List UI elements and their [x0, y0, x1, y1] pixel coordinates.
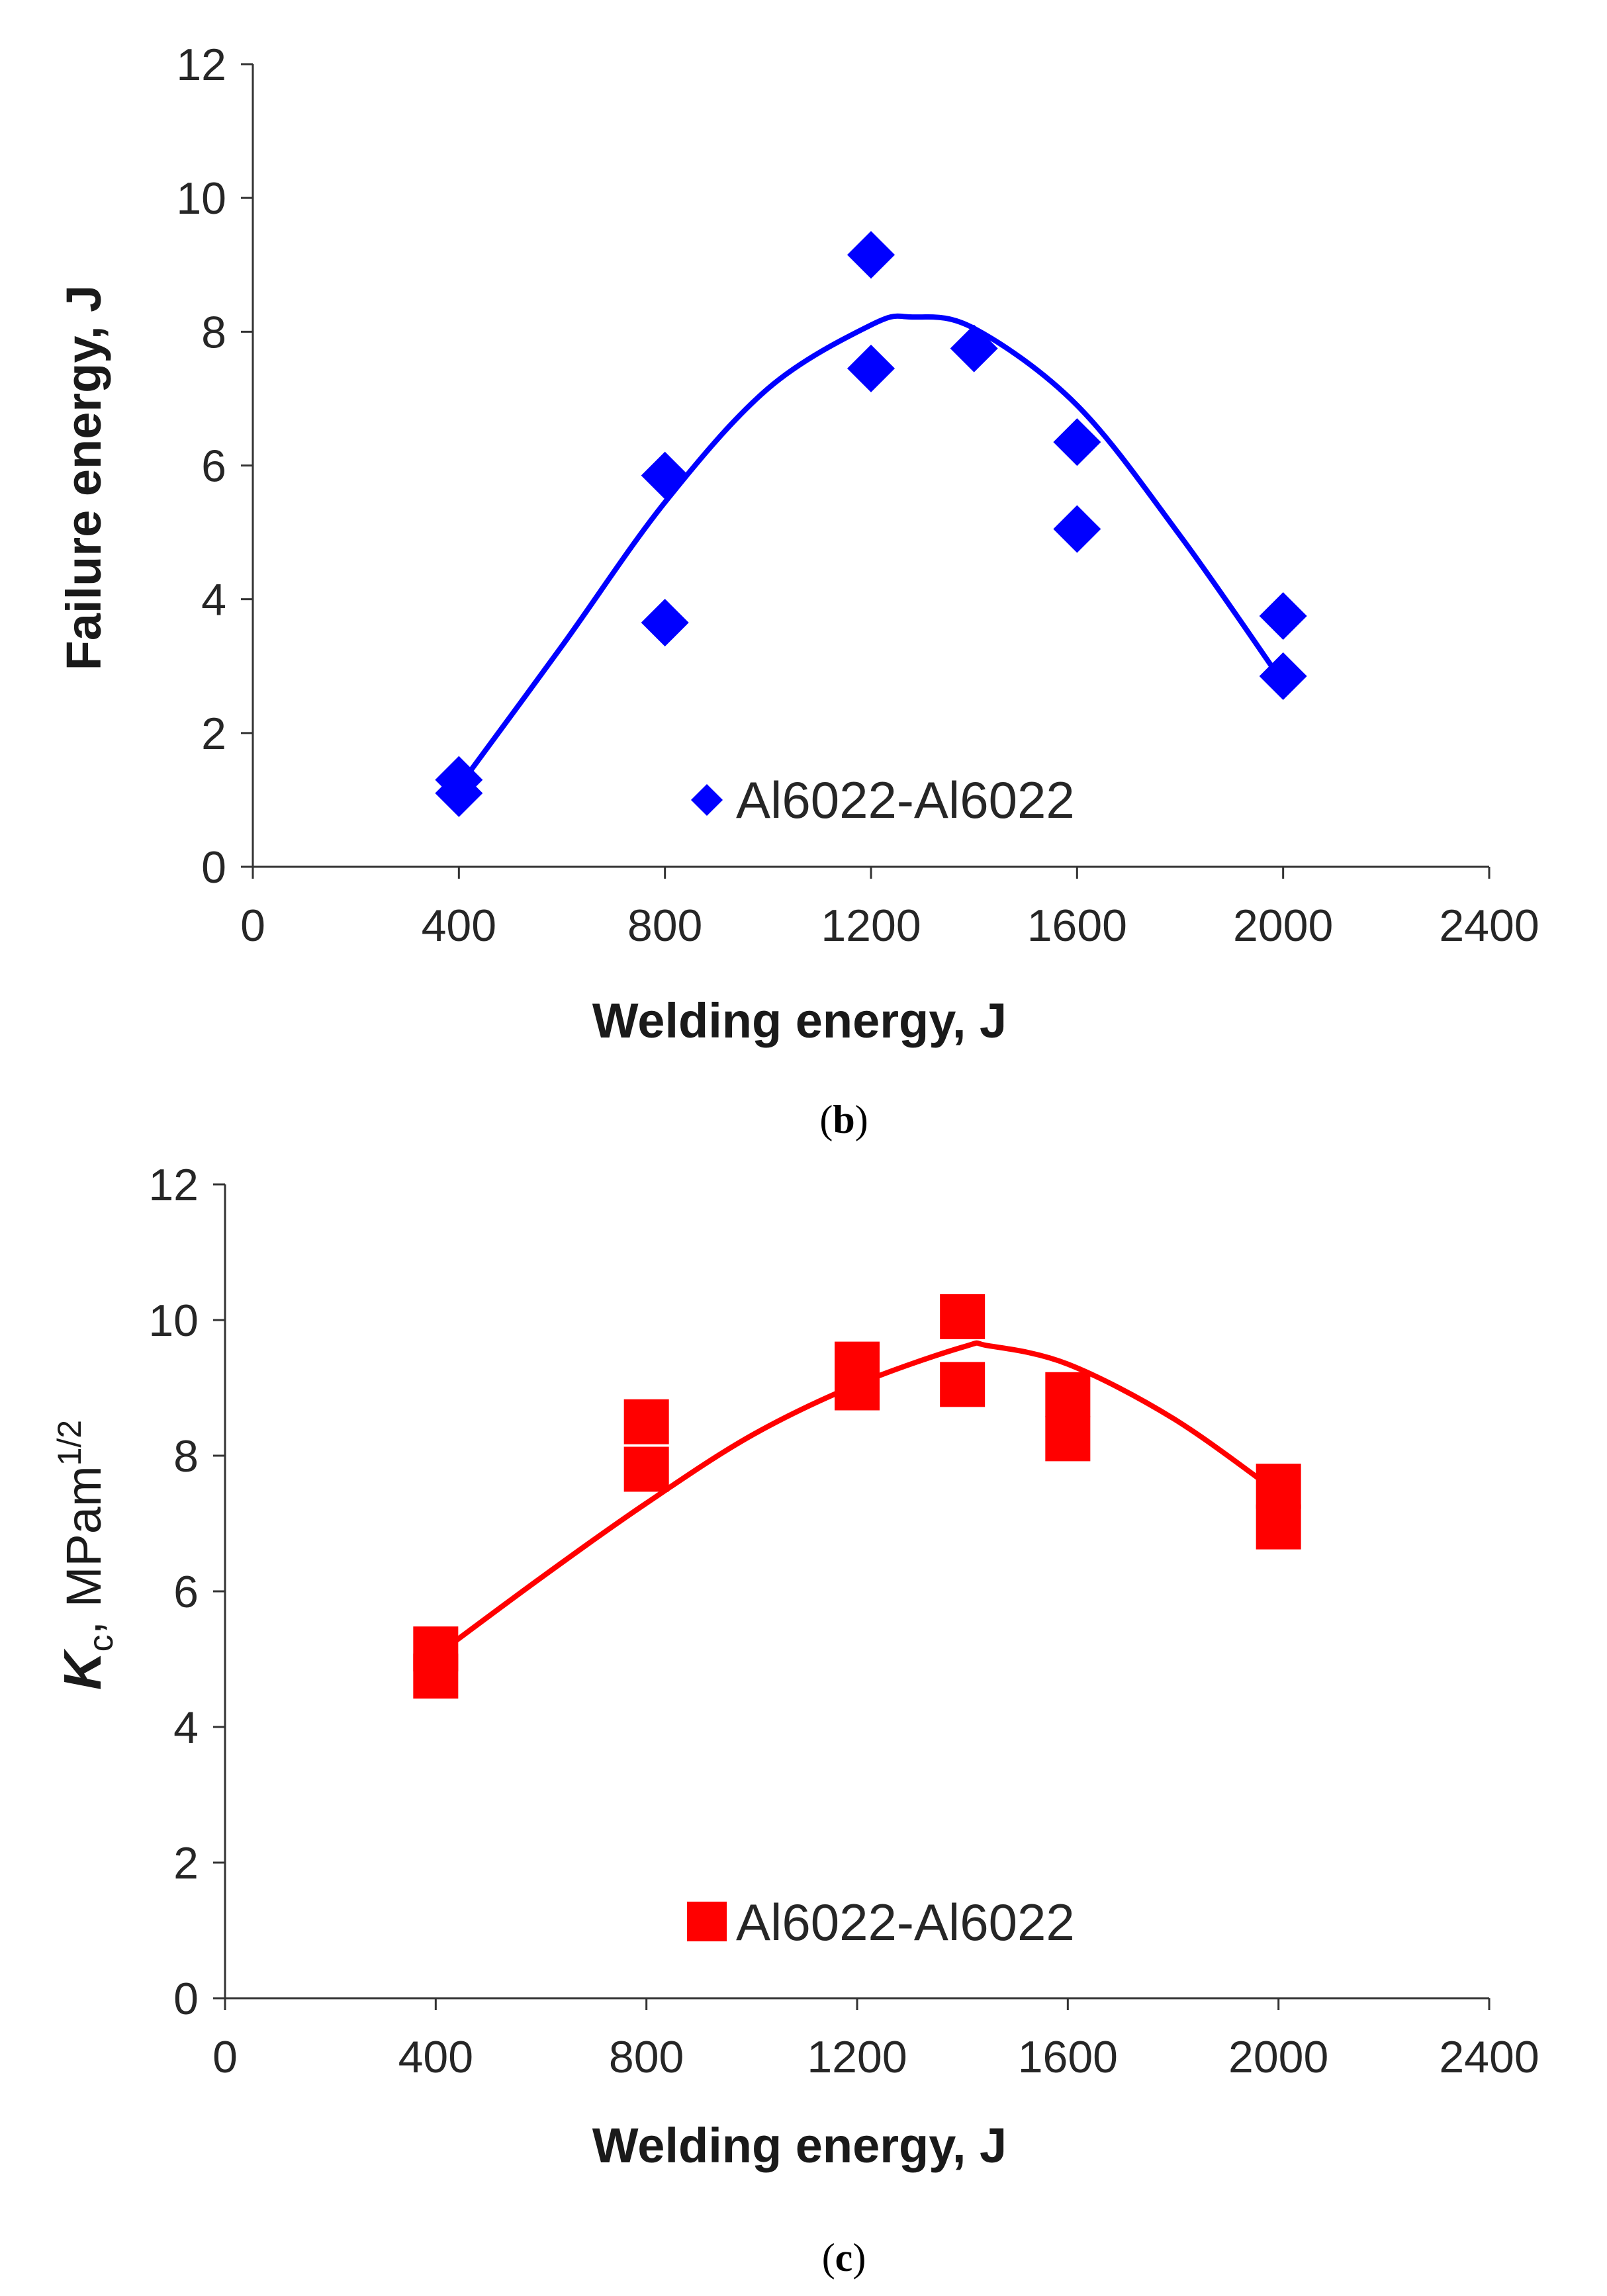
trend-line — [433, 1340, 1281, 1659]
y-tick-label: 6 — [173, 1567, 199, 1617]
caption-b: (b) — [819, 1098, 868, 1141]
data-point — [435, 769, 483, 817]
y-tick-label: 10 — [148, 1296, 199, 1346]
data-point — [950, 324, 998, 373]
y-tick-label: 4 — [173, 1702, 199, 1753]
x-axis-title: Welding energy, J — [592, 2118, 1007, 2173]
data-point — [641, 599, 689, 647]
x-tick-label: 0 — [240, 901, 265, 951]
data-point — [1045, 1372, 1091, 1417]
y-tick-label: 8 — [173, 1431, 199, 1481]
x-tick-label: 1200 — [807, 2032, 907, 2082]
chart-panel-b: 0 2 4 6 8 10 12 0 400 800 1200 1600 2000 2400 Welding… — [56, 40, 1539, 1141]
x-tick-label: 2400 — [1439, 901, 1539, 951]
y-tick-label: 6 — [201, 441, 226, 492]
data-point — [1256, 1464, 1301, 1509]
caption-c: (c) — [822, 2236, 866, 2279]
x-tick-label: 0 — [212, 2032, 238, 2082]
data-point — [835, 1365, 880, 1411]
chart-panel-c: 0 2 4 6 8 10 12 0 400 800 1200 1600 2000 2400 Welding… — [51, 1160, 1539, 2279]
legend-marker-diamond — [690, 783, 723, 817]
y-tick-label: 10 — [176, 173, 226, 224]
data-point — [940, 1294, 986, 1339]
data-point — [641, 451, 689, 500]
x-tick-label: 2000 — [1228, 2032, 1328, 2082]
x-tick-label: 1200 — [821, 901, 921, 951]
y-tick-label: 2 — [201, 709, 226, 759]
x-tick-label: 2000 — [1233, 901, 1333, 951]
data-point — [623, 1399, 669, 1444]
legend: Al6022-Al6022 — [690, 771, 1075, 829]
x-tick-label: 400 — [422, 901, 496, 951]
data-point — [1256, 1504, 1301, 1550]
data-point — [847, 231, 895, 279]
x-tick-label: 800 — [627, 901, 702, 951]
y-axis-title: Kc, MPam1/2 — [51, 1420, 120, 1690]
data-point — [940, 1362, 986, 1407]
legend-label: Al6022-Al6022 — [736, 771, 1075, 829]
y-tick-label: 8 — [201, 307, 226, 357]
data-point — [1053, 505, 1101, 553]
x-tick-label: 1600 — [1027, 901, 1127, 951]
data-point — [847, 344, 895, 392]
data-point — [1259, 592, 1307, 640]
y-tick-label: 12 — [148, 1160, 199, 1210]
x-tick-label: 400 — [398, 2032, 473, 2082]
y-tick-label: 0 — [201, 842, 226, 893]
data-point — [623, 1446, 669, 1492]
y-tick-label: 12 — [176, 40, 226, 90]
y-axis-title: Failure energy, J — [56, 285, 111, 671]
x-tick-label: 800 — [609, 2032, 684, 2082]
data-point — [1053, 418, 1101, 466]
data-point — [1045, 1416, 1091, 1462]
legend-marker-square — [687, 1902, 727, 1941]
legend: Al6022-Al6022 — [687, 1893, 1075, 1951]
x-tick-label: 2400 — [1439, 2032, 1539, 2082]
y-tick-label: 0 — [173, 1974, 199, 2024]
y-tick-label: 2 — [173, 1838, 199, 1888]
x-axis-title: Welding energy, J — [592, 993, 1007, 1048]
legend-label: Al6022-Al6022 — [736, 1893, 1075, 1951]
data-point — [413, 1654, 459, 1699]
x-tick-label: 1600 — [1018, 2032, 1118, 2082]
y-tick-label: 4 — [201, 575, 226, 625]
trend-line — [456, 313, 1286, 789]
